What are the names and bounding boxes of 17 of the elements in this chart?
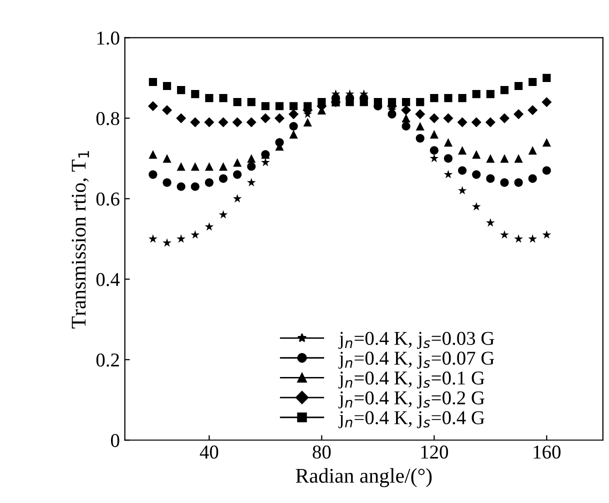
y-axis-title: Transmission rtio, T$_{1}$: [72, 151, 89, 328]
x-tick-label: 80: [312, 446, 331, 459]
x-tick-label: 40: [200, 446, 218, 459]
legend-label: j$_{n}$=0.4 K, j$_{s}$=0.4 G: [338, 411, 484, 428]
y-tick-label: 0.6: [96, 192, 120, 206]
legend-label: j$_{n}$=0.4 K, j$_{s}$=0.1 G: [338, 371, 484, 389]
x-tick-label: 120: [421, 446, 448, 459]
legend-label: j$_{n}$=0.4 K, j$_{s}$=0.07 G: [338, 352, 494, 369]
legend-label: j$_{n}$=0.4 K, j$_{s}$=0.03 G: [338, 332, 494, 349]
y-tick-label: 0.2: [96, 353, 119, 367]
y-tick-label: 1.0: [97, 32, 120, 45]
x-tick-label: 160: [534, 446, 561, 459]
x-axis-title: Radian angle/(°): [296, 468, 432, 488]
y-tick-label: 0: [111, 434, 120, 448]
legend-label: j$_{n}$=0.4 K, j$_{s}$=0.2 G: [338, 391, 484, 408]
y-tick-label: 0.8: [96, 112, 120, 126]
y-tick-label: 0.4: [96, 272, 120, 286]
